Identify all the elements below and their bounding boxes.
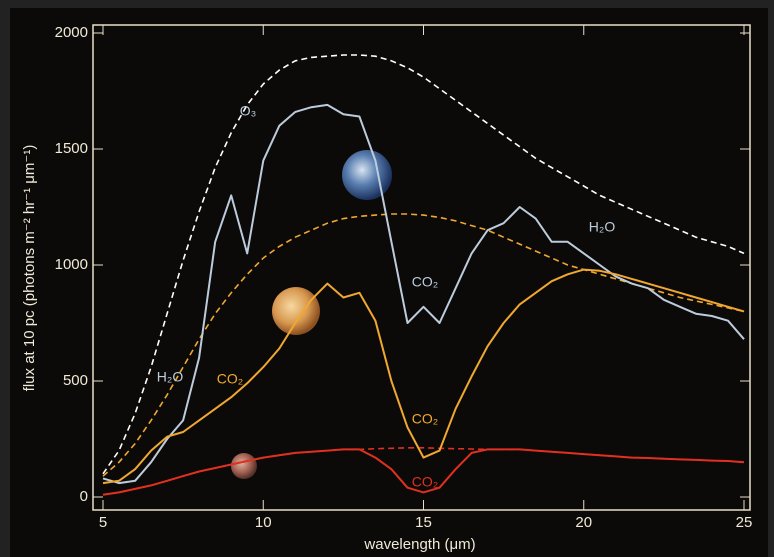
mars-image: [231, 453, 257, 479]
x-axis-title: wavelength (μm): [363, 536, 475, 553]
annotation: CO₂: [412, 274, 438, 290]
y-tick-label: 500: [63, 372, 88, 389]
annotation: CO₂: [412, 474, 438, 490]
y-tick-label: 1000: [55, 256, 88, 273]
annotation: H₂O: [157, 369, 184, 385]
earth-image: [342, 150, 392, 200]
y-tick-label: 2000: [55, 24, 88, 41]
x-tick-label: 20: [575, 514, 592, 531]
x-tick-label: 10: [255, 514, 272, 531]
spectrum-line: [102, 103, 745, 485]
annotation: CO₂: [412, 411, 438, 427]
plot-frame: [92, 24, 751, 511]
x-tick-label: 25: [736, 514, 753, 531]
annotation: O₃: [240, 103, 257, 119]
y-tick-label: 0: [80, 488, 88, 505]
annotation: CO₂: [217, 371, 243, 387]
y-axis-title: flux at 10 pc (photons m⁻² hr⁻¹ μm⁻¹): [21, 145, 38, 392]
spectrum-line: [102, 268, 745, 485]
spectrum-line: [102, 448, 745, 496]
venus-image: [272, 287, 320, 335]
x-tick-label: 5: [99, 514, 107, 531]
x-tick-label: 15: [415, 514, 432, 531]
model-curve: [102, 54, 745, 475]
annotation: H₂O: [589, 219, 616, 235]
y-tick-label: 1500: [55, 140, 88, 157]
model-curve: [102, 447, 745, 496]
panel: [10, 8, 768, 557]
model-curve: [102, 213, 745, 477]
